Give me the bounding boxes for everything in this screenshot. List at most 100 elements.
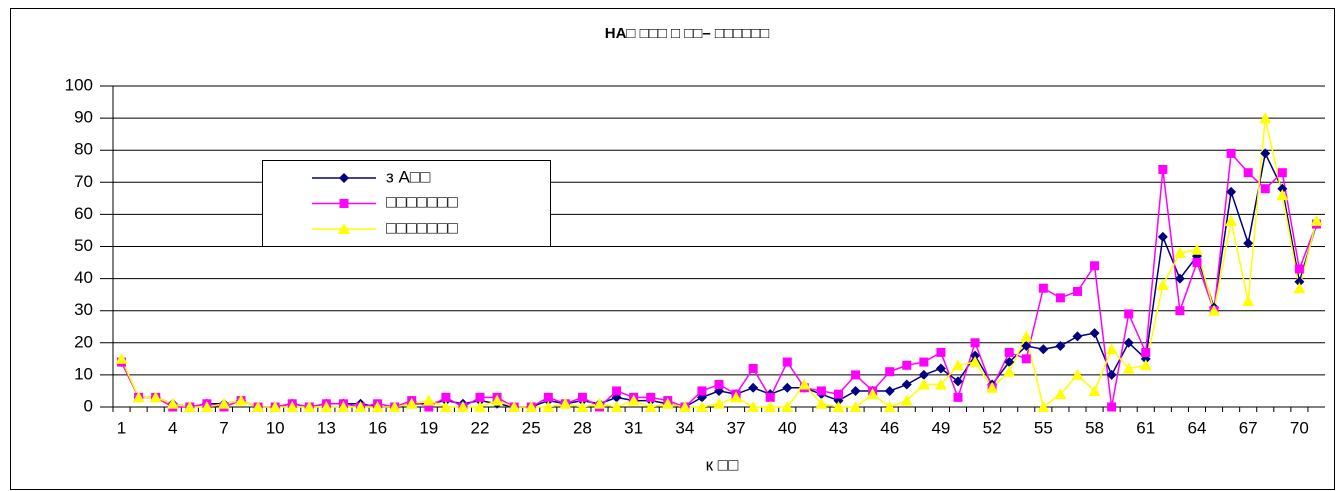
marker [217, 397, 230, 409]
marker [900, 394, 913, 406]
x-tick-label: 40 [778, 418, 797, 437]
marker [1276, 189, 1289, 201]
marker [339, 173, 349, 183]
marker [439, 401, 452, 412]
marker [1226, 186, 1237, 197]
marker [1004, 347, 1014, 357]
marker [1021, 354, 1031, 364]
marker [441, 392, 451, 402]
chart-border [10, 8, 1335, 490]
marker [951, 359, 964, 371]
marker [816, 386, 826, 396]
marker [1003, 365, 1016, 377]
marker [902, 360, 912, 370]
marker [885, 367, 895, 377]
marker [936, 347, 946, 357]
marker [252, 401, 265, 412]
marker [525, 401, 538, 412]
marker [782, 357, 792, 367]
marker [833, 389, 843, 399]
y-tick-label: 60 [74, 204, 93, 223]
marker [1157, 231, 1168, 242]
marker [1071, 368, 1084, 380]
y-tick-label: 0 [84, 396, 93, 415]
marker [338, 223, 350, 234]
y-tick-label: 90 [74, 108, 93, 127]
x-tick-label: 28 [573, 418, 592, 437]
marker [661, 397, 674, 409]
x-tick-label: 55 [1034, 418, 1053, 437]
marker [646, 392, 656, 402]
y-tick-label: 10 [74, 364, 93, 383]
marker [1020, 330, 1033, 342]
marker [1021, 341, 1032, 352]
legend-box [262, 160, 551, 247]
marker [1038, 283, 1048, 293]
marker [612, 386, 622, 396]
marker [1225, 214, 1238, 226]
y-tick-label: 70 [74, 172, 93, 191]
x-tick-label: 1 [117, 418, 126, 437]
marker [748, 382, 759, 393]
y-tick-label: 20 [74, 332, 93, 351]
marker [1260, 184, 1270, 194]
marker [919, 357, 929, 367]
marker [337, 401, 350, 412]
marker [1089, 328, 1100, 339]
marker [1088, 384, 1101, 396]
marker [765, 392, 775, 402]
marker [543, 392, 553, 402]
marker [1123, 337, 1134, 348]
marker [115, 352, 128, 364]
y-tick-label: 40 [74, 268, 93, 287]
chart-title: НА□ □□□ □ □□– □□□□□□ [605, 25, 769, 42]
marker [1294, 276, 1305, 287]
x-tick-label: 52 [983, 418, 1002, 437]
marker [1122, 362, 1135, 374]
marker [730, 391, 743, 403]
marker [782, 382, 793, 393]
marker [235, 394, 248, 406]
y-tick-label: 30 [74, 300, 93, 319]
marker [422, 394, 435, 406]
marker [576, 401, 589, 412]
marker [1055, 293, 1065, 303]
marker [851, 370, 861, 380]
marker [747, 401, 760, 412]
marker [644, 401, 657, 412]
marker [1105, 343, 1118, 355]
marker [1243, 168, 1253, 178]
x-tick-label: 7 [219, 418, 228, 437]
marker [371, 401, 384, 412]
marker [1260, 148, 1271, 159]
x-tick-label: 46 [880, 418, 899, 437]
marker [491, 394, 504, 406]
marker [934, 378, 947, 390]
marker [1055, 341, 1066, 352]
marker [1139, 359, 1152, 371]
marker [970, 338, 980, 348]
marker [559, 397, 572, 409]
marker [149, 391, 162, 403]
marker [1106, 369, 1117, 380]
marker [1277, 168, 1287, 178]
x-tick-label: 43 [829, 418, 848, 437]
marker [542, 401, 555, 412]
marker [627, 394, 640, 406]
marker [456, 401, 469, 412]
marker [935, 363, 946, 374]
marker [883, 401, 896, 412]
legend-label: □□□□□□□ [386, 218, 458, 237]
x-tick-label: 49 [931, 418, 950, 437]
y-tick-label: 50 [74, 236, 93, 255]
marker [1141, 347, 1151, 357]
x-tick-label: 34 [675, 418, 694, 437]
marker [832, 401, 845, 412]
marker [866, 388, 879, 400]
marker [884, 385, 895, 396]
x-axis-label: к □□ [706, 455, 739, 474]
x-tick-label: 31 [624, 418, 643, 437]
marker [132, 391, 145, 403]
marker [183, 401, 196, 412]
